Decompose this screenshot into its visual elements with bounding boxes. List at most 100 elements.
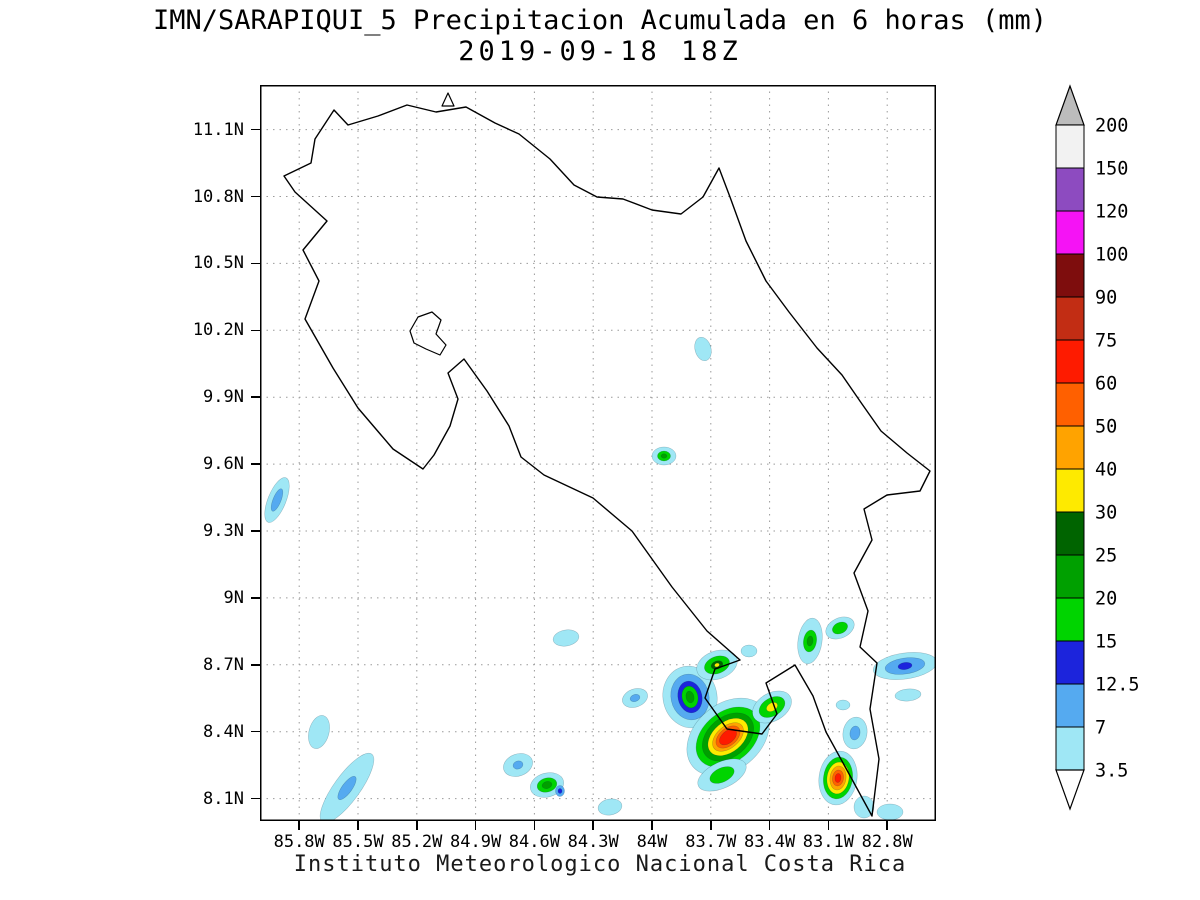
precip-contour-level-7 [849, 725, 861, 741]
plot-background [260, 85, 936, 821]
colorbar-level-label: 60 [1095, 374, 1117, 395]
colorbar-level-label: 40 [1095, 460, 1117, 481]
colorbar-level-label: 120 [1095, 202, 1128, 223]
colorbar-level-label: 12.5 [1095, 675, 1140, 696]
plot-frame [260, 85, 936, 821]
colorbar-segment [1055, 296, 1085, 341]
colorbar-level-label: 25 [1095, 546, 1117, 567]
precip-contour-level-3.5 [308, 715, 330, 749]
precip-contour-level-3.5 [552, 629, 580, 647]
precip-contour-level-3.5 [694, 336, 712, 362]
lat-tick-label: 9N [223, 587, 244, 608]
precip-contour-level-3.5 [894, 688, 922, 702]
precip-contour-level-7 [337, 776, 357, 800]
lon-tick-label: 85.5W [332, 832, 384, 852]
colorbar-segment [1055, 511, 1085, 556]
chart-subtitle-datetime: 2019-09-18 18Z [458, 36, 742, 67]
precip-contour-level-20 [685, 690, 695, 704]
colorbar-segment [1055, 425, 1085, 470]
lon-tick-mark [827, 821, 830, 830]
lat-tick-mark [251, 530, 260, 532]
costa-rica-coastline [283, 92, 931, 817]
colorbar-segment [1055, 253, 1085, 298]
lon-tick-label: 82.8W [861, 832, 913, 852]
colorbar-segment [1055, 468, 1085, 513]
lon-tick-mark [533, 821, 536, 830]
precip-contour-level-3.5 [597, 798, 623, 816]
precip-contour-level-20 [806, 635, 814, 647]
lon-tick-mark [768, 821, 771, 830]
lon-tick-label: 83.1W [802, 832, 854, 852]
lat-tick-mark [251, 730, 260, 733]
colorbar-level-label: 20 [1095, 589, 1117, 610]
precipitation-shading [264, 336, 936, 821]
precip-contour-level-60 [834, 773, 842, 783]
colorbar-segment [1055, 382, 1085, 427]
lon-tick-label: 84.3W [567, 832, 619, 852]
lat-tick-label: 8.1N [203, 788, 244, 809]
lon-tick-label: 83.4W [744, 832, 796, 852]
precip-contour-level-7 [270, 488, 284, 512]
lon-tick-mark [592, 821, 594, 830]
precip-contour-level-15 [709, 766, 735, 784]
lon-tick-mark [416, 821, 418, 830]
colorbar-level-label: 15 [1095, 632, 1117, 653]
lat-tick-mark [251, 597, 260, 599]
precip-contour-level-3.5 [853, 795, 875, 819]
lat-tick-label: 10.8N [192, 186, 244, 207]
precip-contour-level-7 [629, 694, 641, 702]
colorbar-segment [1055, 124, 1085, 169]
lat-tick-mark [251, 329, 260, 332]
lon-tick-label: 85.2W [391, 832, 443, 852]
lat-tick-mark [251, 664, 260, 666]
lat-tick-label: 10.5N [192, 253, 244, 274]
colorbar-level-label: 7 [1095, 718, 1106, 739]
precip-contour-level-3.5 [876, 803, 904, 821]
lat-tick-mark [251, 463, 260, 465]
precip-contour-level-30 [714, 662, 720, 668]
precip-contour-level-12.5 [897, 662, 913, 670]
lon-tick-label: 84.9W [450, 832, 502, 852]
coastline-path [283, 104, 931, 817]
colorbar-segment [1055, 554, 1085, 599]
lat-tick-label: 8.4N [203, 721, 244, 742]
lat-tick-label: 10.2N [192, 320, 244, 341]
colorbar-segment [1055, 339, 1085, 384]
precip-contour-level-20 [660, 453, 668, 459]
precip-contour-level-3.5 [740, 644, 758, 658]
colorbar-level-label: 90 [1095, 288, 1117, 309]
lat-tick-label: 9.6N [203, 454, 244, 475]
footer-caption: Instituto Meteorologico Nacional Costa R… [293, 852, 907, 877]
colorbar-segment [1055, 640, 1085, 685]
lat-tick-label: 9.9N [203, 387, 244, 408]
colorbar-level-label: 75 [1095, 331, 1117, 352]
lat-tick-mark [251, 128, 260, 131]
lon-tick-mark [474, 821, 477, 830]
lon-tick-mark [710, 821, 712, 830]
map-plot-area [260, 85, 936, 821]
chart-title: IMN/SARAPIQUI_5 Precipitacion Acumulada … [152, 5, 1048, 36]
precip-contour-level-3.5 [835, 699, 851, 711]
lat-tick-mark [251, 262, 260, 265]
lat-tick-label: 9.3N [203, 521, 244, 541]
lon-tick-mark [357, 821, 359, 830]
lon-tick-label: 84W [636, 832, 668, 852]
lat-tick-mark [251, 797, 260, 800]
colorbar-level-label: 200 [1095, 116, 1128, 137]
lake-outline [409, 311, 447, 356]
precip-contour-level-15 [832, 621, 848, 635]
lat-tick-label: 8.7N [203, 654, 244, 675]
small-triangle-marker [441, 92, 455, 107]
precip-contour-level-7 [512, 760, 524, 770]
colorbar-segment [1055, 726, 1085, 771]
colorbar-level-label: 30 [1095, 503, 1117, 524]
lon-tick-mark [886, 821, 888, 830]
precip-contour-level-12.5 [557, 788, 563, 794]
lat-tick-label: 11.1N [192, 119, 244, 140]
lat-tick-mark [251, 396, 260, 398]
colorbar-level-label: 100 [1095, 245, 1128, 266]
lon-tick-label: 83.7W [685, 832, 737, 852]
colorbar-level-label: 3.5 [1095, 761, 1128, 782]
colorbar-segment [1055, 597, 1085, 642]
colorbar-level-label: 50 [1095, 417, 1117, 438]
